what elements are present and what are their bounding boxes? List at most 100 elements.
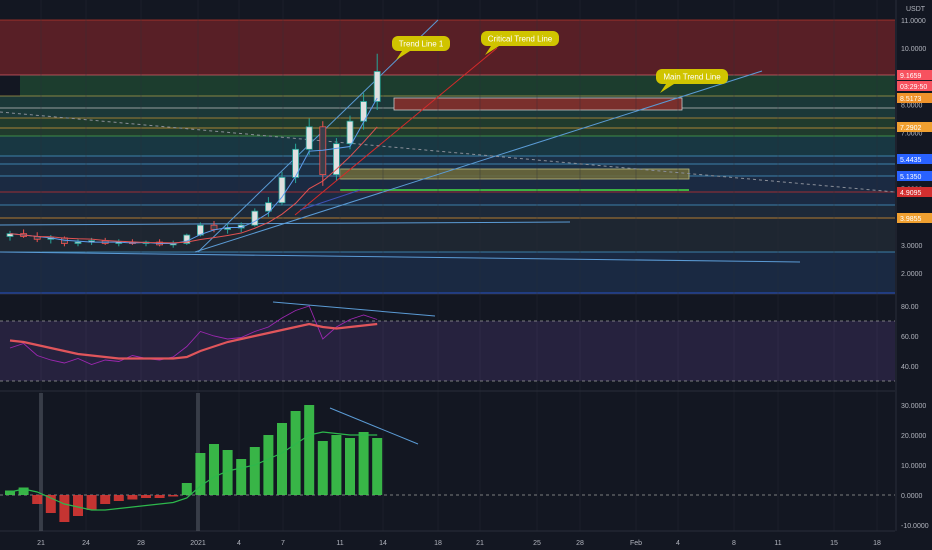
candles xyxy=(6,53,381,248)
annotation-bg xyxy=(656,69,728,84)
candle-body xyxy=(264,202,272,212)
x-tick-label: 28 xyxy=(137,540,145,547)
macd-histogram-bar xyxy=(5,490,15,495)
x-tick-label: Feb xyxy=(630,540,642,547)
price-tick-label: 11.0000 xyxy=(901,18,926,25)
currency-label: USDT xyxy=(906,6,926,13)
macd-histogram-bar xyxy=(113,495,124,501)
macd-histogram-bar xyxy=(195,453,206,495)
rsi-ma-line xyxy=(9,322,378,360)
trend-lines[interactable] xyxy=(0,19,896,263)
price-axis-background xyxy=(897,0,932,550)
price-tag-label: 03:29:50 xyxy=(900,84,927,91)
macd-histogram-bar xyxy=(249,447,260,495)
price-tag xyxy=(897,122,932,132)
lower-trendline[interactable] xyxy=(0,221,571,226)
macd-histogram-bar xyxy=(331,435,342,495)
macd-histogram-bar xyxy=(345,438,355,495)
macd-pane xyxy=(0,393,895,531)
critical-trend-line[interactable] xyxy=(294,47,498,216)
rsi-pane xyxy=(0,301,895,382)
x-tick-label: 4 xyxy=(676,540,680,547)
rsi-divergence-line[interactable] xyxy=(272,301,436,317)
macd-histogram-bar xyxy=(358,432,369,495)
price-zone xyxy=(0,252,895,293)
price-tag xyxy=(897,81,932,91)
price-tick-label: 2.0000 xyxy=(901,271,923,278)
price-tag-label: 5.4435 xyxy=(900,157,922,164)
bottom-trendline[interactable] xyxy=(0,251,801,263)
macd-tick-label: 20.0000 xyxy=(901,433,926,440)
price-tag xyxy=(897,187,932,197)
x-tick-label: 25 xyxy=(533,540,541,547)
price-tag-label: 5.1350 xyxy=(900,174,922,181)
price-zone xyxy=(0,118,895,136)
macd-signal-line xyxy=(9,431,378,511)
annotation-label: Critical Trend Line xyxy=(488,35,553,44)
macd-histogram-bar xyxy=(32,495,43,504)
x-tick-label: 21 xyxy=(37,540,45,547)
price-tag xyxy=(897,171,932,181)
rsi-tick-label: 80.00 xyxy=(901,304,919,311)
annotations[interactable]: Trend Line 1 Critical Trend Line Main Tren… xyxy=(392,31,728,93)
price-tag xyxy=(897,70,932,80)
annotation-label: Main Trend Line xyxy=(663,73,721,82)
rsi-line xyxy=(9,305,378,365)
macd-histogram-bar xyxy=(372,438,383,495)
x-tick-label: 21 xyxy=(476,540,484,547)
candle-body xyxy=(373,71,381,102)
annotation-label: Trend Line 1 xyxy=(399,40,444,49)
candle-body xyxy=(278,177,286,204)
resistance-box xyxy=(393,97,683,111)
x-tick-label: 7 xyxy=(281,540,285,547)
macd-histogram-bar xyxy=(222,450,233,495)
candle-body xyxy=(292,148,300,178)
price-tag xyxy=(897,213,932,223)
macd-histogram-bar xyxy=(73,495,83,516)
x-tick-label: 28 xyxy=(576,540,584,547)
short-support-line[interactable] xyxy=(299,189,361,211)
moving-average-slow xyxy=(9,126,378,244)
macd-histogram-bar xyxy=(277,423,287,495)
price-tick-label: 10.0000 xyxy=(901,46,926,53)
macd-tick-label: 10.0000 xyxy=(901,463,926,470)
candle-body xyxy=(251,210,259,226)
price-tag xyxy=(897,93,932,103)
price-tag-label: 7.2902 xyxy=(900,125,922,132)
support-box xyxy=(339,168,690,180)
price-tag xyxy=(897,154,932,164)
annotation-bubble[interactable]: Main Trend Line xyxy=(656,69,728,93)
candle-body xyxy=(210,224,218,230)
macd-histogram-bar xyxy=(263,435,274,495)
x-tick-label: 15 xyxy=(830,540,838,547)
price-zone xyxy=(20,75,895,96)
x-tick-label: 24 xyxy=(82,540,90,547)
rsi-band xyxy=(0,321,895,381)
annotation-pointer xyxy=(485,46,499,55)
macd-tick-label: -10.0000 xyxy=(901,523,929,530)
candle-body xyxy=(346,120,354,145)
macd-histogram-bar xyxy=(290,411,301,495)
macd-histogram-bar xyxy=(304,405,315,495)
price-zones xyxy=(0,19,895,294)
annotation-bubble[interactable]: Trend Line 1 xyxy=(392,36,450,60)
price-zone xyxy=(0,205,895,218)
macd-histogram-bar xyxy=(154,495,165,498)
x-tick-label: 4 xyxy=(237,540,241,547)
x-tick-label: 14 xyxy=(379,540,387,547)
rsi-tick-label: 40.00 xyxy=(901,364,919,371)
macd-divergence-line[interactable] xyxy=(329,407,419,445)
price-tick-label: 3.0000 xyxy=(901,243,923,250)
price-tick-label: 8.0000 xyxy=(901,102,923,109)
x-tick-label: 8 xyxy=(732,540,736,547)
macd-histogram-bar xyxy=(141,495,151,498)
macd-histogram-bar xyxy=(86,495,97,510)
annotation-bubble[interactable]: Critical Trend Line xyxy=(481,31,559,55)
candle-body xyxy=(305,126,313,150)
rsi-tick-label: 60.00 xyxy=(901,334,919,341)
main-trend-line[interactable] xyxy=(194,70,763,253)
macd-tick-label: 0.0000 xyxy=(901,493,923,500)
price-zone xyxy=(0,136,895,156)
macd-histogram-bar xyxy=(18,487,29,495)
